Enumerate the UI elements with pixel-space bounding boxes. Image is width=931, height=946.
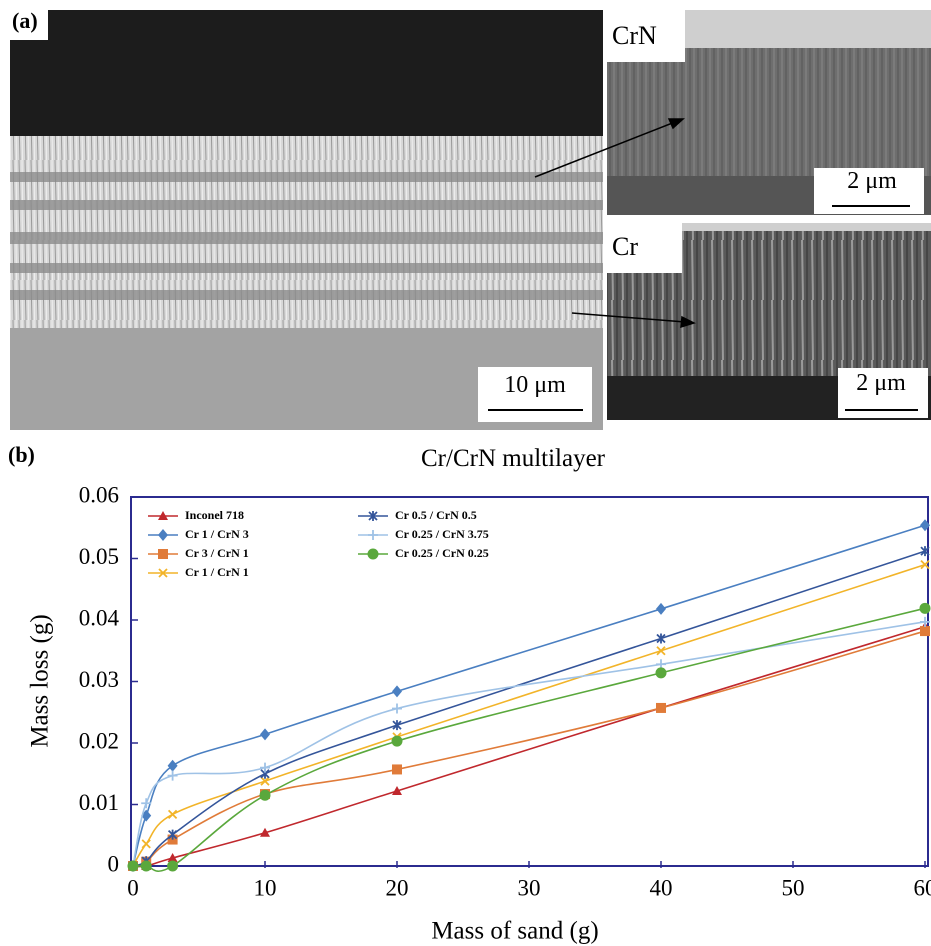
y-tick-label: 0 [108,851,120,876]
micrograph-main: 10 μm [10,10,603,430]
marker [920,603,931,614]
marker [656,603,666,615]
marker [169,810,177,818]
marker [392,764,402,774]
marker [657,647,665,655]
series-line [133,565,925,866]
marker [168,771,178,781]
y-tick-label: 0.05 [79,544,119,569]
legend-label: Inconel 718 [185,508,244,522]
marker [392,704,402,714]
legend-label: Cr 1 / CrN 1 [185,565,249,579]
y-tick-label: 0.01 [79,790,119,815]
marker [368,549,379,560]
marker [141,861,152,872]
x-axis-title: Mass of sand (g) [431,918,598,945]
marker [656,703,666,713]
series-line [133,551,925,866]
marker [158,549,168,559]
marker [168,760,178,772]
marker [393,720,401,730]
scale-label: 2 μm [856,370,906,396]
y-axis-title: Mass loss (g) [27,614,54,747]
legend-item: Cr 0.25 / CrN 3.75 [358,527,489,541]
series-line [133,525,925,866]
legend-label: Cr 1 / CrN 3 [185,527,249,541]
marker [142,840,150,848]
legend-label: Cr 3 / CrN 1 [185,546,249,560]
y-tick-label: 0.06 [79,482,119,507]
marker [392,736,403,747]
legend-item: Cr 0.5 / CrN 0.5 [358,508,477,522]
x-tick-label: 60 [914,875,931,900]
scale-label: 2 μm [847,168,897,194]
x-tick-label: 40 [650,875,673,900]
marker [167,861,178,872]
panel-label: (b) [8,442,35,467]
marker [920,626,930,636]
legend-item: Inconel 718 [148,508,244,522]
legend-label: Cr 0.5 / CrN 0.5 [395,508,477,522]
marker [260,728,270,740]
series-line [133,627,925,867]
x-tick-label: 30 [518,875,541,900]
x-tick-label: 10 [254,875,277,900]
marker [260,790,271,801]
panel-label: (a) [12,8,38,33]
legend-item: Cr 3 / CrN 1 [148,546,249,560]
inset-label: Cr [612,232,638,261]
marker [158,529,168,541]
x-tick-label: 20 [386,875,409,900]
marker [128,861,139,872]
legend-item: Cr 1 / CrN 1 [148,565,249,579]
y-tick-label: 0.03 [79,667,119,692]
legend-label: Cr 0.25 / CrN 0.25 [395,546,489,560]
x-tick-label: 0 [127,875,139,900]
micrograph-cr: Cr 2 μm [607,223,931,420]
marker [656,667,667,678]
legend-item: Cr 1 / CrN 3 [148,527,249,541]
x-tick-label: 50 [782,875,805,900]
chart-title: Cr/CrN multilayer [421,445,606,472]
micrograph-crn: CrN 2 μm [607,10,931,215]
figure: 10 μm CrN 2 μm Cr 2 μm (a) (b) Cr/CrN mu… [0,0,931,946]
y-tick-label: 0.02 [79,728,119,753]
y-tick-label: 0.04 [79,605,120,630]
legend-label: Cr 0.25 / CrN 3.75 [395,527,489,541]
series-line [133,622,925,866]
inset-label: CrN [612,21,657,50]
marker [657,633,665,643]
legend-item: Cr 0.25 / CrN 0.25 [358,546,489,560]
scale-label: 10 μm [504,372,566,398]
marker [368,530,378,540]
marker [392,685,402,697]
